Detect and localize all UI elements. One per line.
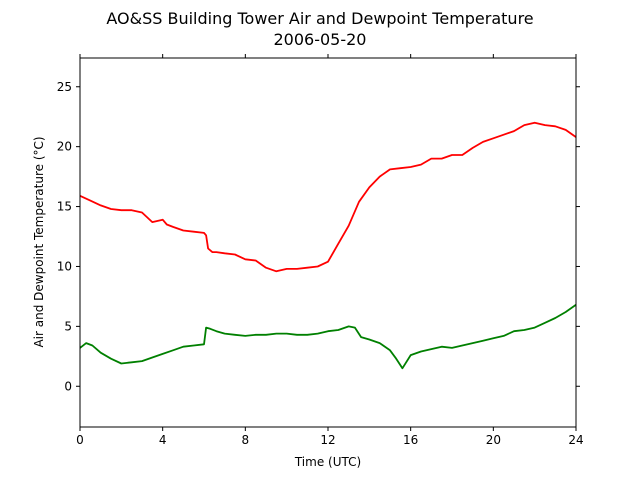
y-tick-label-3: 15 xyxy=(57,200,72,214)
y-tick-label-1: 5 xyxy=(64,319,72,333)
x-tick-label-5: 20 xyxy=(486,433,501,447)
plot-area xyxy=(79,57,577,428)
y-axis: 0 5 10 15 20 25 xyxy=(57,80,580,393)
series-line-0 xyxy=(79,121,577,273)
x-axis: 0 4 8 12 16 20 24 xyxy=(76,54,584,447)
x-tick-label-2: 8 xyxy=(242,433,250,447)
y-tick-label-2: 10 xyxy=(57,259,72,273)
series-line-1 xyxy=(79,304,577,370)
x-tick-label-6: 24 xyxy=(568,433,583,447)
x-tick-label-1: 4 xyxy=(159,433,167,447)
y-axis-label: Air and Dewpoint Temperature (°C) xyxy=(32,136,46,347)
x-tick-label-4: 16 xyxy=(403,433,418,447)
x-tick-label-3: 12 xyxy=(320,433,335,447)
chart-title: AO&SS Building Tower Air and Dewpoint Te… xyxy=(106,9,533,28)
y-tick-label-0: 0 xyxy=(64,379,72,393)
x-tick-label-0: 0 xyxy=(76,433,84,447)
chart-subtitle: 2006-05-20 xyxy=(274,30,367,49)
plot-frame xyxy=(79,57,577,428)
series-group xyxy=(79,121,577,370)
x-axis-label: Time (UTC) xyxy=(294,455,361,469)
y-tick-label-4: 20 xyxy=(57,140,72,154)
y-tick-label-5: 25 xyxy=(57,80,72,94)
